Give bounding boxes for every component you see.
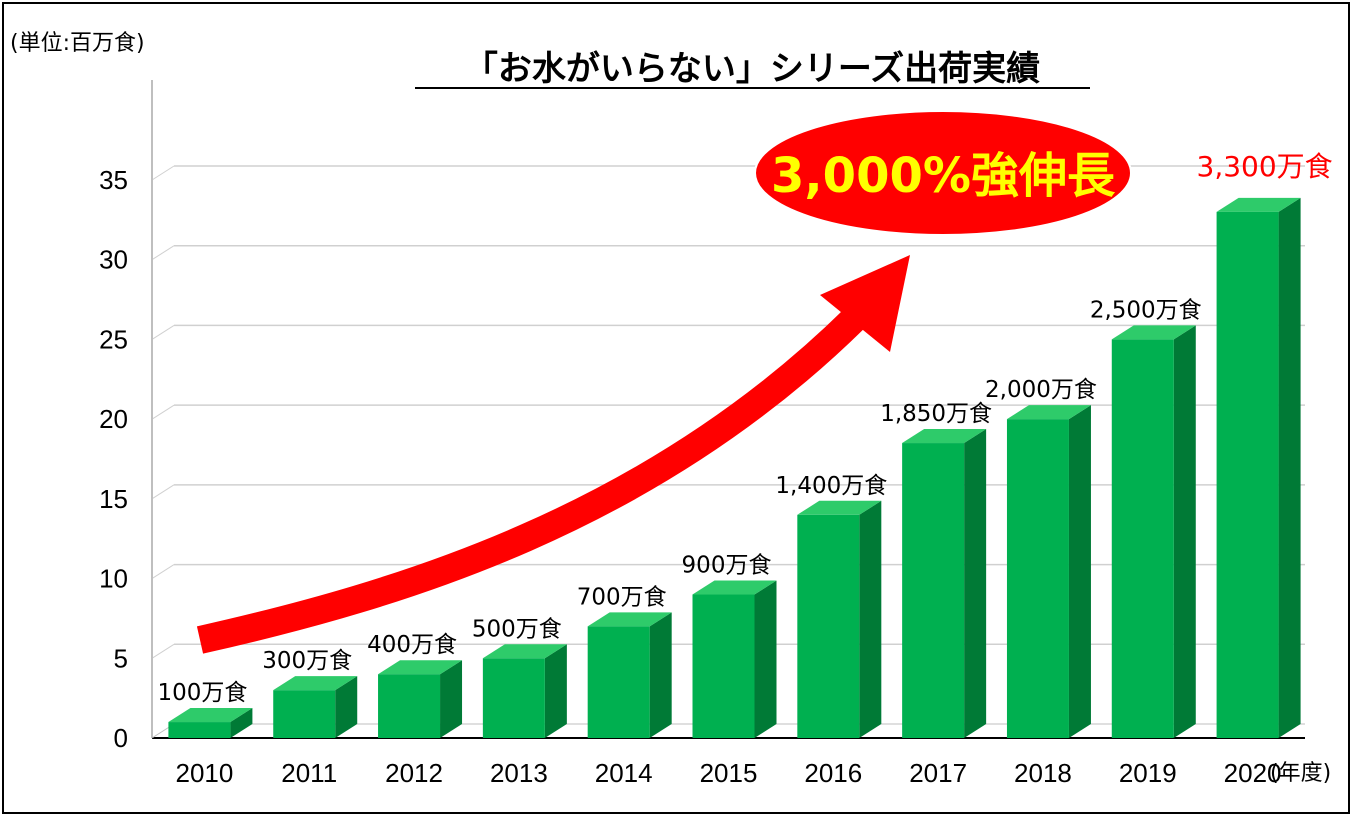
y-tick-label: 15 (99, 484, 128, 514)
gridline-depth (151, 165, 175, 181)
data-label: 2,000万食 (985, 377, 1097, 403)
data-label: 400万食 (367, 632, 457, 658)
bar (378, 660, 463, 738)
x-tick-label: 2015 (700, 758, 758, 788)
callout-text: 3,000%強伸長 (771, 148, 1116, 204)
y-tick-label: 0 (114, 723, 128, 753)
bar-top (587, 612, 672, 627)
bar (797, 500, 882, 738)
bar-top (168, 708, 253, 723)
bar-front (797, 514, 860, 738)
y-tick-labels: 0 5 10 15 20 25 30 35 (99, 165, 128, 753)
y-tick-label: 25 (99, 324, 128, 354)
growth-arrow (196, 255, 910, 654)
growth-callout: 3,000%強伸長 (754, 110, 1132, 236)
bar-front (168, 722, 231, 738)
bar-front (378, 674, 441, 738)
bar-top (482, 644, 567, 659)
bar-side (859, 500, 882, 738)
x-tick-label: 2016 (804, 758, 862, 788)
bar-side (1278, 197, 1301, 738)
x-tick-labels: 2010 2011 2012 2013 2014 2015 2016 2017 2018 2019… (175, 758, 1281, 788)
bar-front (1006, 419, 1069, 738)
data-label: 1,400万食 (775, 473, 887, 499)
gridline-depth (151, 484, 175, 500)
x-tick-label: 2011 (281, 758, 337, 788)
bar (902, 429, 987, 738)
bar-top (378, 660, 463, 675)
bar-front (902, 443, 965, 738)
gridline-depth (151, 564, 175, 579)
x-tick-label: 2012 (385, 758, 443, 788)
bar-side (649, 612, 672, 738)
data-label: 2,500万食 (1090, 297, 1202, 323)
y-tick-label: 5 (114, 643, 128, 673)
bar-top (1216, 197, 1301, 212)
bar-side (1068, 405, 1091, 738)
unit-label: (単位:百万食) (10, 31, 145, 56)
bar-front (1216, 211, 1279, 738)
bar-side (964, 429, 987, 738)
bar (1111, 325, 1196, 738)
bar-front (273, 690, 336, 738)
bar-side (230, 708, 253, 738)
x-tick-label: 2013 (490, 758, 548, 788)
y-tick-label: 30 (99, 245, 128, 275)
gridline-depth (151, 325, 175, 340)
data-label: 3,300万食 (1197, 150, 1333, 183)
bar-side (1173, 325, 1196, 738)
bar (482, 644, 567, 738)
x-unit-label: (年度) (1270, 761, 1331, 786)
bar-top (797, 500, 882, 515)
bar (273, 676, 358, 738)
data-label: 900万食 (682, 553, 772, 579)
x-tick-label: 2014 (595, 758, 653, 788)
bar-front (482, 658, 545, 738)
data-labels: 100万食 300万食 400万食 500万食 700万食 900万食 1,400万食 1,8… (157, 150, 1332, 706)
y-tick-label: 10 (99, 564, 128, 594)
bar-front (1111, 339, 1174, 738)
bar-top (692, 580, 777, 595)
bar (587, 612, 672, 738)
y-tick-label: 20 (99, 404, 128, 434)
data-label: 700万食 (577, 584, 667, 610)
gridline-depth (151, 245, 175, 261)
data-label: 1,850万食 (880, 401, 992, 427)
bar (168, 708, 253, 738)
bar-side (754, 580, 777, 738)
data-label: 500万食 (472, 616, 562, 642)
bar-front (587, 626, 650, 738)
bar (692, 580, 777, 738)
x-tick-label: 2017 (909, 758, 967, 788)
bar-side (335, 676, 358, 738)
chart-title: 「お水がいらない」シリーズ出荷実績 (464, 49, 1040, 89)
bar-side (440, 660, 463, 738)
bar (1006, 405, 1091, 738)
bar-top (1006, 405, 1091, 420)
gridline-depth (151, 404, 175, 420)
bars (168, 197, 1301, 738)
data-label: 100万食 (157, 680, 247, 706)
y-tick-label: 35 (99, 165, 128, 195)
bar-top (273, 676, 358, 691)
bar-front (692, 594, 755, 738)
x-tick-label: 2019 (1119, 758, 1177, 788)
x-tick-label: 2018 (1014, 758, 1072, 788)
data-label: 300万食 (262, 648, 352, 674)
bar-top (1111, 325, 1196, 340)
gridline-depth (151, 643, 175, 659)
bar-top (902, 429, 987, 444)
bar-side (544, 644, 567, 738)
x-tick-label: 2010 (175, 758, 233, 788)
x-tick-label: 2020 (1224, 758, 1282, 788)
bar (1216, 197, 1301, 738)
